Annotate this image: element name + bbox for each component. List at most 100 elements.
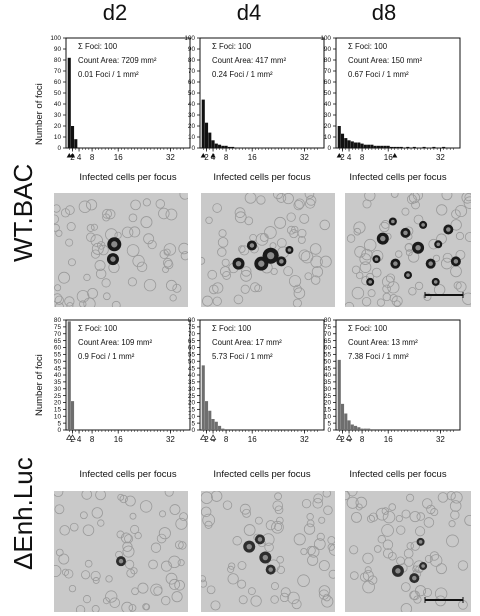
cell-nucleus — [351, 265, 361, 275]
x-tick-label: 16 — [384, 153, 393, 162]
cell-nucleus — [288, 275, 302, 288]
cell-nucleus — [313, 538, 326, 551]
cell-nucleus — [79, 511, 88, 520]
cell-nucleus — [102, 213, 111, 222]
cell-nucleus — [391, 295, 403, 307]
y-tick-label: 40 — [188, 372, 196, 379]
x-tick-label: 2 — [340, 435, 345, 444]
cell-nucleus — [448, 520, 456, 528]
y-tick-label: 5 — [327, 420, 331, 427]
cell-nucleus — [219, 266, 231, 277]
stats-text-2: Count Area: 17 mm² — [212, 338, 282, 347]
y-tick-label: 60 — [324, 79, 332, 86]
stats-text-1: Σ Foci: 100 — [212, 42, 252, 51]
cell-nucleus — [158, 207, 170, 220]
histogram-bar — [357, 427, 361, 430]
cell-nucleus — [254, 284, 263, 293]
y-tick-label: 45 — [54, 365, 62, 372]
cell-nucleus — [414, 281, 424, 291]
cell-nucleus — [201, 579, 208, 588]
x-tick-label: 8 — [90, 153, 95, 162]
cell-nucleus — [351, 286, 365, 300]
cell-nucleus — [286, 212, 296, 222]
histogram-bar — [422, 146, 426, 148]
cell-nucleus — [155, 199, 166, 209]
y-tick-label: 25 — [324, 393, 332, 400]
micrograph-texture — [345, 193, 471, 307]
infected-cell-core — [415, 245, 421, 251]
cell-nucleus — [413, 595, 422, 604]
cell-nucleus — [164, 491, 174, 497]
cell-nucleus — [156, 533, 167, 544]
cell-nucleus — [453, 281, 462, 290]
cell-nucleus — [240, 269, 252, 282]
y-tick-label: 50 — [188, 90, 196, 97]
y-tick-label: 90 — [54, 46, 62, 53]
cell-nucleus — [131, 587, 139, 596]
stats-text-3: 5.73 Foci / 1 mm² — [212, 352, 273, 361]
micrograph-enh-d8 — [345, 491, 471, 612]
stats-text-1: Σ Foci: 100 — [212, 324, 252, 333]
cell-nucleus — [389, 294, 398, 303]
histogram-bar — [74, 139, 78, 148]
cell-nucleus — [362, 199, 372, 209]
cell-nucleus — [436, 563, 447, 575]
cell-nucleus — [313, 493, 324, 504]
cell-nucleus — [356, 271, 364, 280]
cell-nucleus — [345, 301, 355, 307]
histogram-bar — [70, 401, 75, 430]
cell-nucleus — [116, 530, 125, 539]
cell-nucleus — [414, 585, 427, 597]
x-tick-label: 2 — [204, 435, 209, 444]
infected-cell-core — [118, 558, 124, 564]
cell-nucleus — [276, 238, 287, 248]
cell-nucleus — [86, 224, 95, 232]
y-tick-label: 80 — [324, 57, 332, 64]
y-tick-label: 100 — [50, 35, 61, 42]
y-tick-label: 65 — [188, 338, 196, 345]
cell-nucleus — [129, 226, 141, 238]
stats-text-3: 0.01 Foci / 1 mm² — [78, 70, 139, 79]
histogram-bar — [218, 144, 222, 148]
infected-cell-core — [246, 543, 252, 550]
y-tick-label: 50 — [188, 358, 196, 365]
cell-nucleus — [247, 587, 256, 596]
histogram-enh-d2: 051015202530354045505560657075802481632Σ… — [54, 317, 191, 444]
cell-nucleus — [126, 568, 136, 578]
y-tick-label: 40 — [54, 101, 62, 108]
cell-nucleus — [58, 553, 70, 565]
cell-nucleus — [299, 213, 310, 224]
cell-nucleus — [122, 541, 133, 552]
cell-nucleus — [406, 542, 414, 550]
y-tick-label: 90 — [188, 46, 196, 53]
cell-nucleus — [347, 491, 358, 497]
marker-triangle — [66, 153, 72, 158]
x-tick-label: 16 — [114, 153, 123, 162]
y-tick-label: 10 — [54, 134, 62, 141]
cell-nucleus — [124, 534, 134, 544]
cell-nucleus — [169, 294, 177, 302]
micrograph-texture — [201, 193, 335, 307]
cell-nucleus — [142, 198, 151, 207]
cell-nucleus — [143, 278, 157, 292]
cell-nucleus — [450, 491, 463, 504]
histogram-bar — [347, 420, 351, 430]
cell-nucleus — [301, 498, 312, 509]
y-tick-label: 60 — [54, 79, 62, 86]
cell-nucleus — [90, 570, 101, 582]
y-tick-label: 55 — [54, 352, 62, 359]
cell-nucleus — [345, 491, 351, 501]
cell-nucleus — [350, 571, 359, 580]
histogram-bar — [208, 132, 212, 148]
y-tick-label: 50 — [324, 90, 332, 97]
cell-nucleus — [273, 193, 284, 200]
x-tick-label: 16 — [114, 435, 123, 444]
y-tick-label: 35 — [324, 379, 332, 386]
cell-nucleus — [396, 525, 406, 535]
cell-nucleus — [455, 231, 465, 241]
cell-nucleus — [59, 525, 70, 536]
cell-nucleus — [270, 595, 279, 604]
infected-cell-core — [391, 219, 395, 224]
histogram-bar — [214, 421, 218, 430]
cell-nucleus — [303, 523, 316, 535]
